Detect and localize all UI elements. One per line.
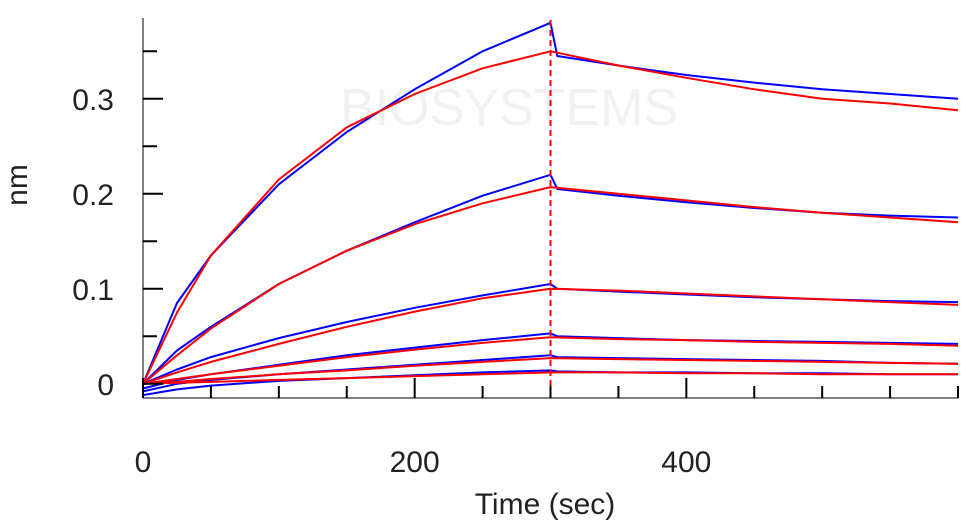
watermark-text: BIOSYSTEMS — [340, 79, 678, 137]
y-tick-label: 0.1 — [72, 274, 114, 307]
x-tick-label: 200 — [390, 446, 440, 479]
y-axis-title: nm — [1, 164, 34, 206]
x-axis-title: Time (sec) — [475, 488, 616, 521]
y-axis-ticks: 0 0.1 0.2 0.3 — [72, 50, 163, 402]
fit-curve — [142, 357, 959, 385]
fit-curve — [142, 50, 959, 385]
fit-curve — [142, 371, 958, 385]
y-tick-label: 0 — [97, 369, 114, 402]
fit-curve — [142, 186, 959, 385]
y-tick-label: 0.2 — [72, 179, 114, 212]
fit-curve — [142, 287, 959, 385]
x-tick-label: 400 — [661, 446, 711, 479]
fit-curve — [142, 336, 959, 385]
x-tick-label: 0 — [135, 446, 152, 479]
axes: 0 0.1 0.2 0.3 0 200 400 — [72, 18, 959, 479]
x-axis-ticks: 0 200 400 — [135, 378, 959, 479]
y-tick-label: 0.3 — [72, 84, 114, 117]
watermark: BIOSYSTEMS — [340, 79, 678, 137]
